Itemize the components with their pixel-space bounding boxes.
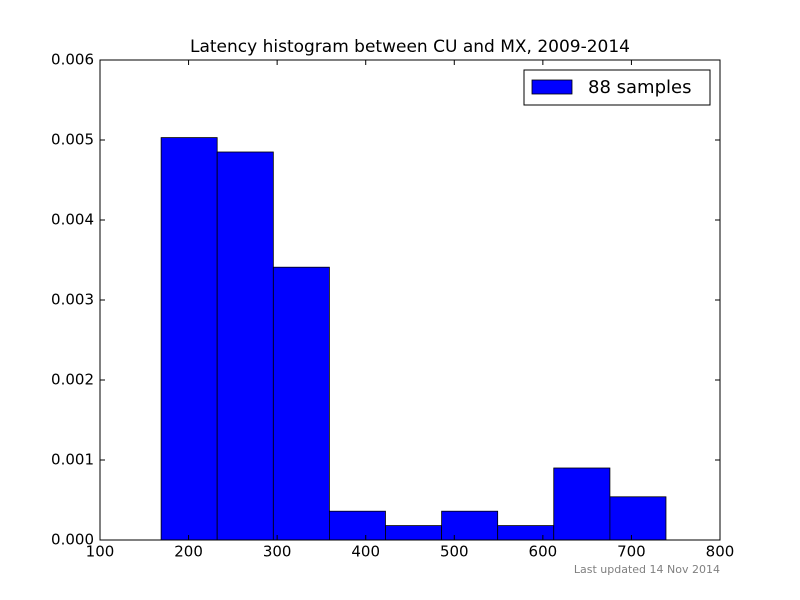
annotation: Last updated 14 Nov 2014	[574, 563, 720, 576]
y-tick-label: 0.005	[51, 131, 94, 149]
x-tick-label: 400	[351, 543, 380, 561]
legend-label: 88 samples	[588, 77, 691, 98]
bar	[553, 467, 611, 541]
x-tick-label: 200	[174, 543, 203, 561]
y-tick-label: 0.002	[51, 371, 94, 389]
bar	[272, 266, 330, 541]
bar	[328, 510, 386, 541]
legend-swatch	[531, 79, 573, 95]
bar	[609, 496, 667, 541]
chart-title: Latency histogram between CU and MX, 200…	[190, 37, 630, 57]
y-tick-label: 0.006	[51, 51, 94, 69]
x-tick-label: 800	[706, 543, 735, 561]
x-tick-label: 100	[86, 543, 115, 561]
bar	[497, 525, 555, 541]
x-tick-label: 600	[529, 543, 558, 561]
bar	[385, 525, 443, 541]
x-tick-label: 700	[617, 543, 646, 561]
x-tick-label: 500	[440, 543, 469, 561]
y-tick-label: 0.004	[51, 211, 94, 229]
bar	[160, 137, 218, 541]
x-tick-label: 300	[263, 543, 292, 561]
y-tick-label: 0.001	[51, 451, 94, 469]
y-tick-label: 0.000	[51, 531, 94, 549]
bar	[441, 510, 499, 541]
bar	[216, 151, 274, 541]
y-tick-label: 0.003	[51, 291, 94, 309]
